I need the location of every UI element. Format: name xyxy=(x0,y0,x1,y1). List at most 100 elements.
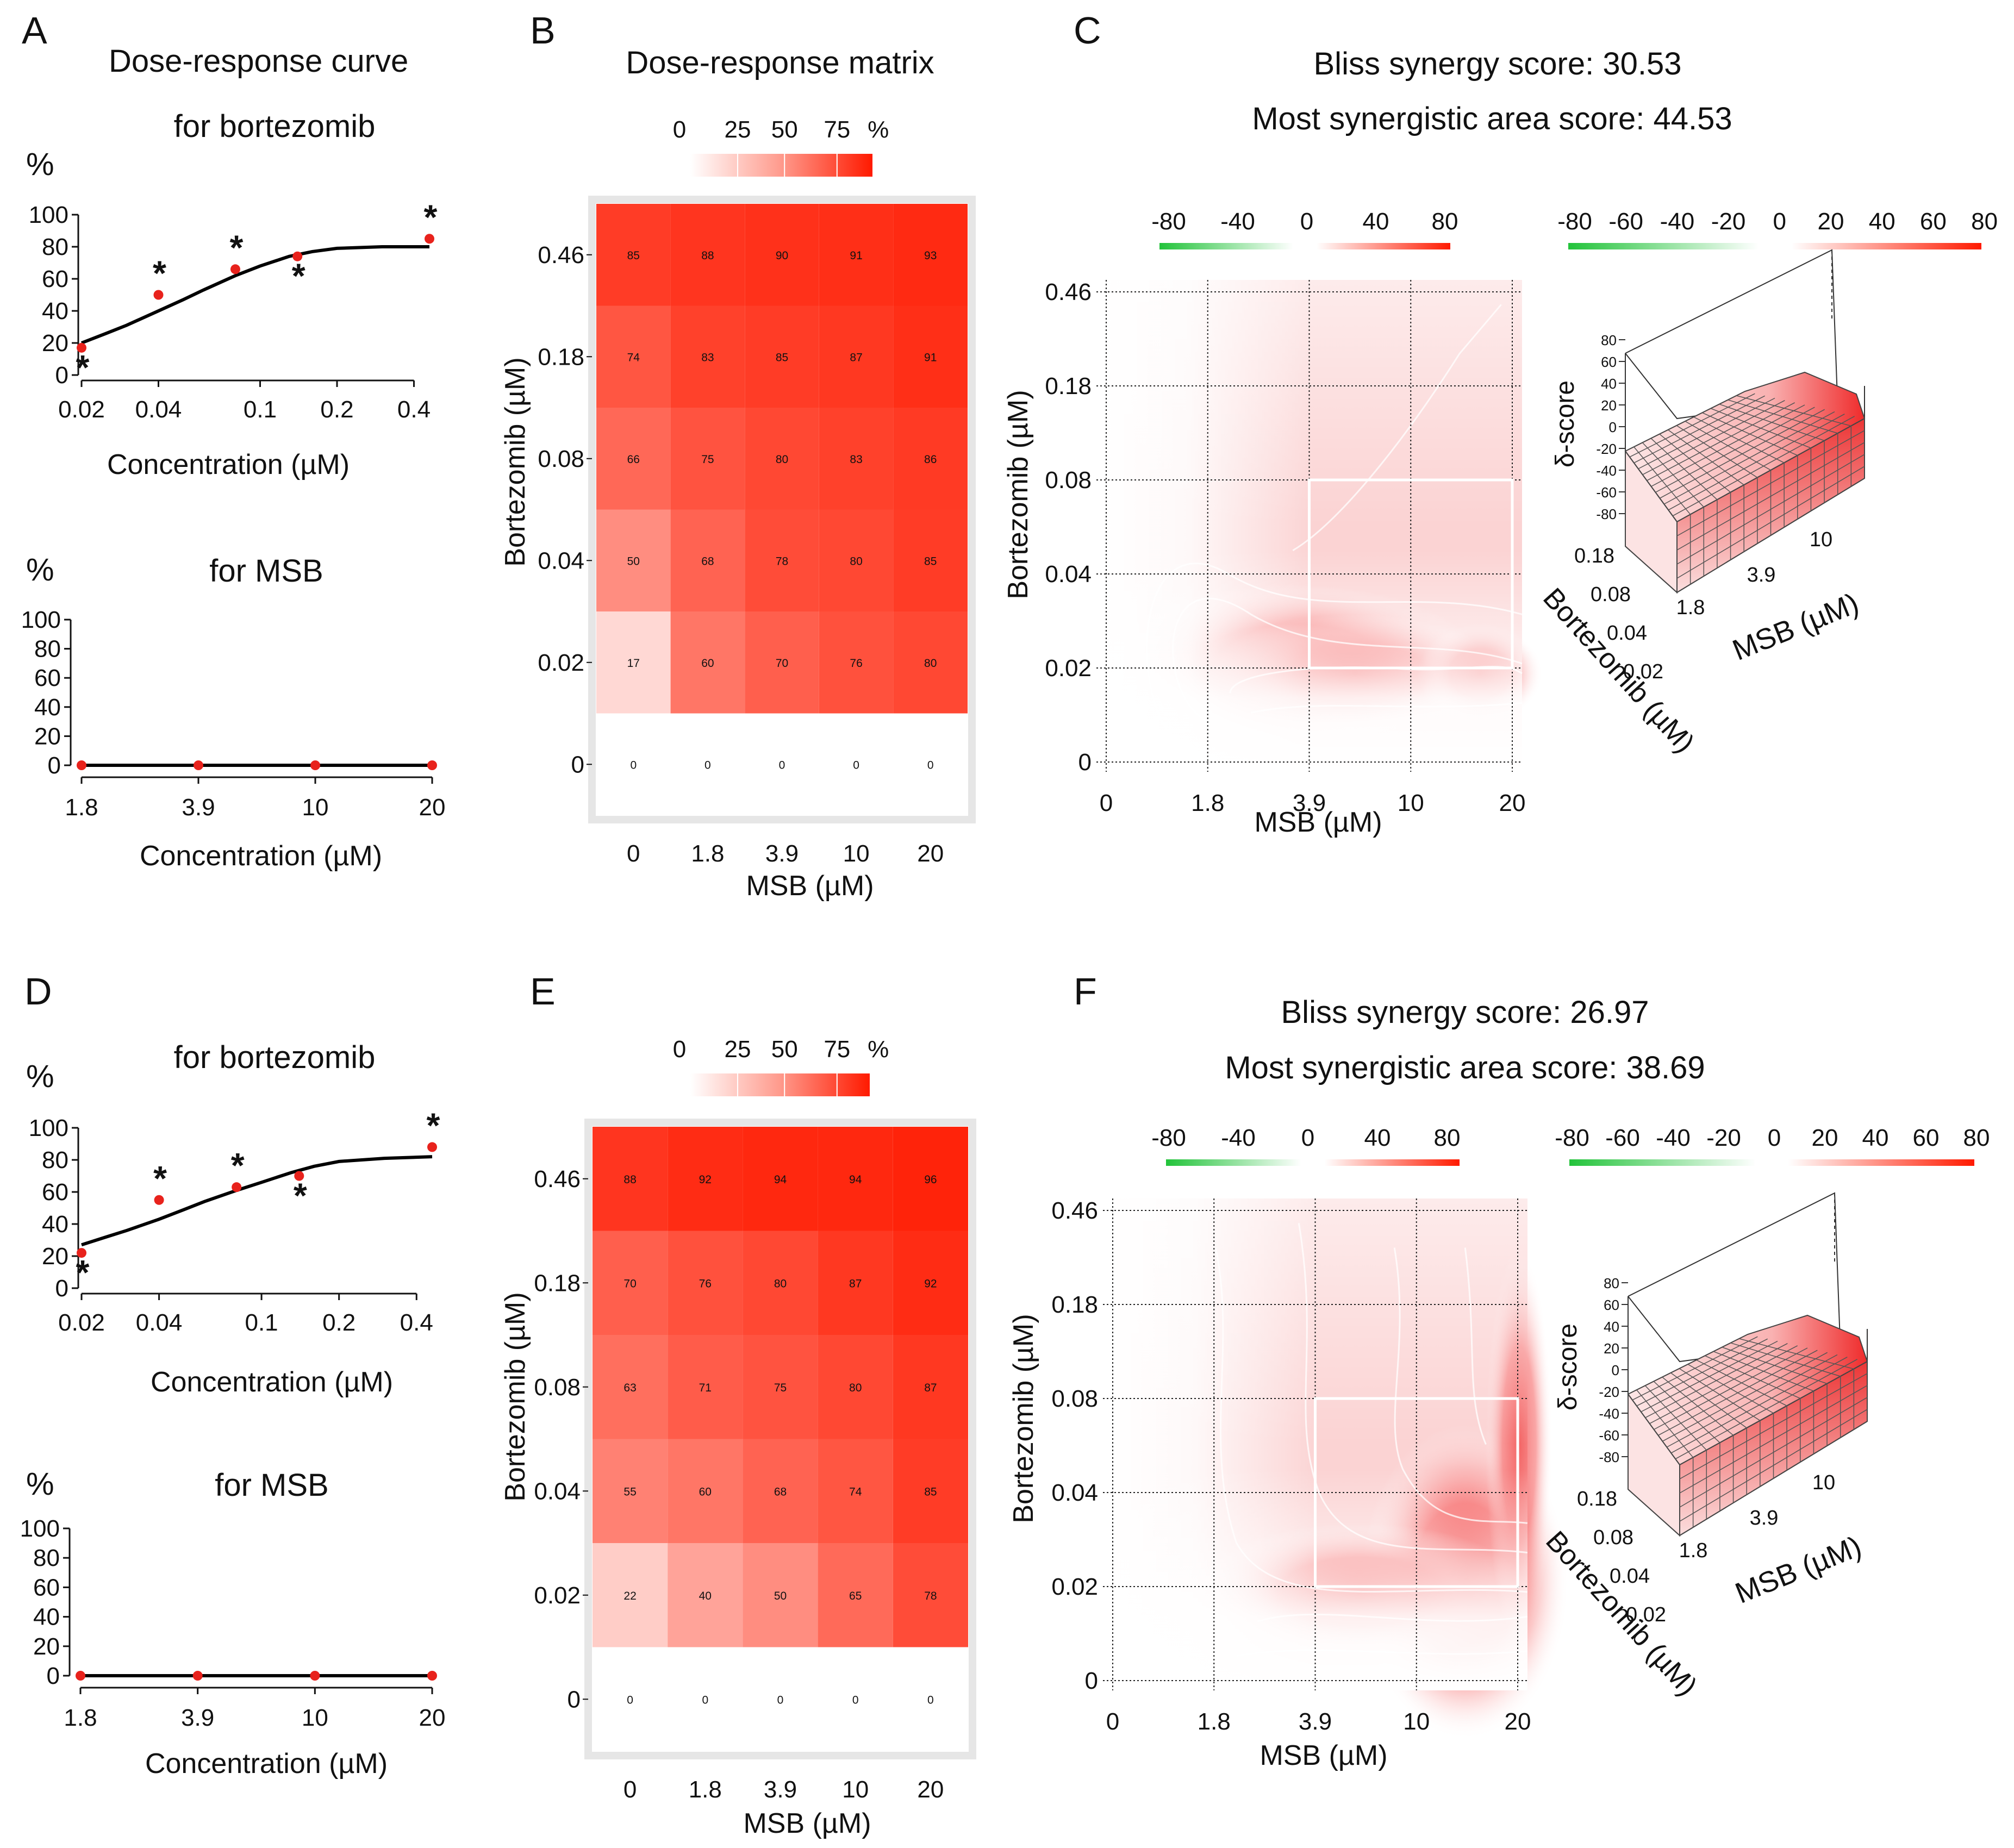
cell-value: 71 xyxy=(699,1382,712,1394)
colorbar-tick-label: 0 xyxy=(673,116,686,143)
data-point xyxy=(427,760,437,770)
y-tick-label: 0.04 xyxy=(1607,622,1647,645)
heatmap-cell xyxy=(670,611,745,714)
x-tick-label: 3.9 xyxy=(181,1705,214,1731)
significance-star: * xyxy=(294,1176,307,1215)
colorbar-tick-label: 75 xyxy=(824,116,850,143)
heatmap-cell xyxy=(745,305,819,408)
heatmap-cell xyxy=(818,1543,893,1647)
data-point xyxy=(292,251,303,261)
x-tick-label: 1.8 xyxy=(1198,1708,1231,1735)
cell-value: 0 xyxy=(627,1694,633,1706)
panel-label-f: F xyxy=(1074,970,1097,1013)
panel-c: C Bliss synergy score: 30.53 Most synerg… xyxy=(1002,9,1998,838)
panel-label-e: E xyxy=(530,970,556,1013)
x-tick-label: 3.9 xyxy=(1293,790,1326,816)
mesh-line xyxy=(1710,408,1811,448)
mesh-line xyxy=(1676,442,1865,551)
y-tick-label: 20 xyxy=(42,330,68,357)
y-tick-label: 0.02 xyxy=(1623,660,1663,683)
synergy-colorbar-tick-label: -80 xyxy=(1151,1125,1186,1151)
cell-value: 55 xyxy=(623,1485,636,1498)
panel-label-b: B xyxy=(530,9,556,52)
synergy-colorbar-tick-label: -80 xyxy=(1557,208,1592,235)
x-tick-label: 1.8 xyxy=(65,794,98,821)
y-tick-label: 0 xyxy=(568,1686,581,1713)
synergy-colorbar-tick-label: -80 xyxy=(1555,1125,1589,1151)
x-tick-label: 0 xyxy=(627,840,640,867)
y-tick-label: 100 xyxy=(29,1115,68,1141)
y-tick-label: 0 xyxy=(571,751,584,778)
x-tick-label: 1.8 xyxy=(689,1776,722,1803)
contour-line xyxy=(1214,1247,1528,1593)
cell-value: 70 xyxy=(776,657,788,670)
panel-f-colorbar: -80 -40 0 40 80 xyxy=(1151,1125,1460,1166)
z-axis-label: δ-score xyxy=(1554,1323,1582,1410)
y-tick-label: 60 xyxy=(42,1179,68,1206)
panel-f-subtitle: Most synergistic area score: 38.69 xyxy=(1225,1050,1705,1085)
y-tick-label: 20 xyxy=(42,1243,68,1270)
mesh-line xyxy=(1676,430,1865,536)
heatmap-cell xyxy=(893,1647,968,1751)
x-tick-label: 0.04 xyxy=(136,1309,183,1336)
x-tick-label: 20 xyxy=(419,1705,446,1731)
significance-star: * xyxy=(76,1253,90,1292)
colorbar-tick-label: 75 xyxy=(824,1036,850,1063)
y-tick-label: 40 xyxy=(33,1604,60,1631)
panel-b-title: Dose-response matrix xyxy=(626,45,934,80)
panel-d-ylabel: % xyxy=(26,1059,54,1094)
panel-b-xlabel: MSB (µM) xyxy=(746,870,874,902)
mesh-line xyxy=(1676,466,1865,579)
data-point xyxy=(310,760,320,770)
x-tick-label: 10 xyxy=(1403,1708,1430,1735)
panel-f-3d-surface: 80 60 40 20 0 -20 -40 -60 -80 δ-score 0.18 0.08 0.04… xyxy=(1539,1192,1868,1702)
z-tick-label: 60 xyxy=(1604,1297,1619,1313)
data-point xyxy=(76,1671,85,1681)
panel-a-title: Dose-response curve xyxy=(109,43,408,79)
cell-value: 75 xyxy=(701,453,714,466)
x-tick-label: 10 xyxy=(302,794,329,821)
cell-value: 94 xyxy=(849,1173,862,1186)
x-tick-label: 20 xyxy=(917,840,944,867)
y-tick-label: 0.08 xyxy=(1051,1385,1098,1412)
cell-value: 80 xyxy=(776,453,788,466)
mesh-line xyxy=(1650,438,1718,500)
data-point xyxy=(425,234,434,244)
x-tick-label: 0 xyxy=(1100,790,1113,816)
x-tick-label: 0.02 xyxy=(58,1309,105,1336)
heatmap-cell xyxy=(818,1127,893,1231)
heatmap-cell xyxy=(818,1439,893,1543)
heatmap-cell xyxy=(596,611,671,714)
cell-value: 92 xyxy=(699,1173,712,1186)
y-tick-label: 0.46 xyxy=(1051,1197,1098,1224)
plot-a-area: 100 80 60 40 20 0 0.02 0.04 0.1 0.2 0.4 * * * * * xyxy=(29,197,438,423)
cell-value: 78 xyxy=(776,555,788,567)
synergy-colorbar-gradient xyxy=(1568,243,1981,249)
panel-b-ylabel: Bortezomib (µM) xyxy=(500,357,531,566)
heatmap-cell xyxy=(593,1231,668,1335)
panel-b-heatmap: 85 88 90 91 93 74 83 85 87 91 66 75 80 83 86 50 68 78 80 85… xyxy=(538,196,976,867)
cell-value: 87 xyxy=(849,1277,862,1290)
y-tick-label: 0.46 xyxy=(534,1166,581,1193)
y-tick-label: 0.08 xyxy=(534,1374,581,1401)
panel-f-surface-colorbar: -80 -60 -40 -20 0 20 40 60 80 xyxy=(1555,1125,1990,1166)
heatmap-cell xyxy=(593,1439,668,1543)
x-tick-label: 1.8 xyxy=(64,1705,97,1731)
x-tick-label: 10 xyxy=(1398,790,1424,816)
heatmap-cell xyxy=(670,713,745,815)
colorbar-tick-label: % xyxy=(868,1036,889,1063)
cell-value: 0 xyxy=(779,759,785,771)
significance-star: * xyxy=(292,257,305,296)
y-tick-label: 0.18 xyxy=(1574,545,1614,567)
contour-line xyxy=(1298,1223,1528,1554)
heatmap-cell xyxy=(596,509,671,611)
synergy-colorbar-gradient xyxy=(1159,243,1450,249)
x-tick-label: 1.8 xyxy=(1679,1539,1708,1562)
mesh-line xyxy=(1739,1338,1854,1370)
heatmap-cell xyxy=(819,611,894,714)
cell-value: 87 xyxy=(850,351,862,364)
contour-line xyxy=(1393,1247,1528,1524)
mesh-line xyxy=(1668,429,1744,485)
heatmap-cell xyxy=(819,305,894,408)
